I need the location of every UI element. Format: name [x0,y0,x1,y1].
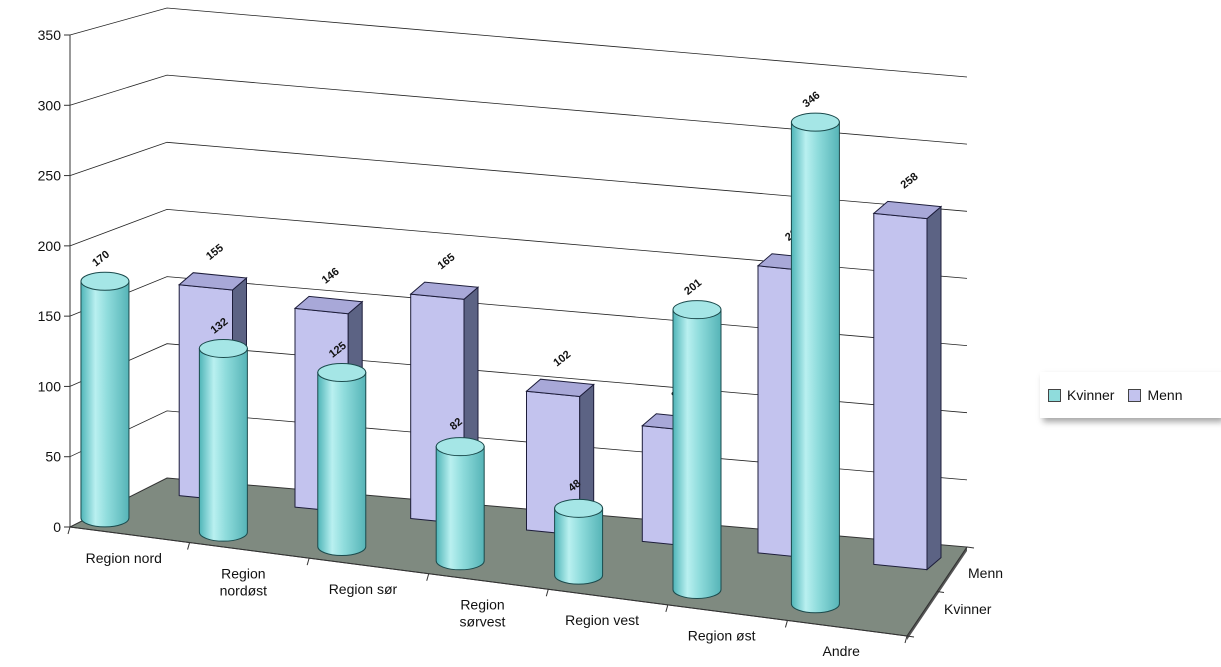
bars: 155146165102852112581701321258248201346 [80,89,943,614]
y-tick-label: 50 [45,449,61,465]
legend: Kvinner Menn [1040,372,1221,418]
bar-kvinner-top [554,498,604,518]
bar-menn-side [926,205,942,571]
bar-kvinner-body [672,309,722,599]
x-tick [784,620,788,628]
legend-label-kvinner: Kvinner [1067,387,1115,403]
bar-kvinner-body [198,347,248,542]
x-tick [904,635,908,644]
bar-kvinner [672,300,722,599]
depth-axis-labels: Menn Kvinner [906,546,1003,638]
x-category-label: Region [221,565,265,581]
y-tick-label: 150 [38,308,62,324]
bar-kvinner [790,112,840,614]
bar-menn-top [409,281,480,300]
bar-menn-front [873,212,928,571]
depth-tick [966,546,975,549]
legend-swatch-menn [1128,388,1142,402]
depth-tick [936,591,945,593]
y-axis: 0 50 100 150 200 250 300 350 [38,27,71,535]
y-tick-label: 250 [38,168,62,184]
bar-kvinner [80,271,130,528]
x-tick [67,526,71,535]
bar-kvinner-body [80,280,130,528]
bar-kvinner [317,363,367,556]
x-category-label: nordøst [220,582,268,598]
bar-menn [872,200,943,571]
bar-kvinner [435,437,485,571]
gridline [69,74,968,145]
bar-menn-top [293,295,364,315]
y-tick-label: 100 [38,378,62,394]
bar-kvinner-top [790,112,840,132]
bar-kvinner [198,338,248,542]
x-category-label: Region øst [688,628,756,644]
bar-kvinner-top [80,271,130,291]
bar-kvinner [554,498,604,585]
x-category-label: Region nord [86,550,162,566]
y-tick-label: 200 [38,238,62,254]
y-tick-label: 300 [38,97,62,113]
gridline [69,141,968,212]
bar-kvinner-body [790,121,840,614]
bar-kvinner-body [317,372,367,556]
bar-kvinner-top [317,363,367,383]
x-category-label: Region sør [329,581,398,597]
data-label-kvinner: 48 [566,477,583,494]
bar-kvinner-body [435,446,485,571]
floor-edge [907,547,967,640]
legend-item-kvinner: Kvinner [1048,387,1114,403]
x-category-label: Andre [823,643,861,659]
y-tick-label: 0 [53,519,61,535]
legend-swatch-kvinner [1048,388,1061,402]
depth-axis-label: Menn [968,565,1003,581]
x-category-label: Region vest [565,612,639,628]
bar-menn-top [525,378,595,398]
x-tick [306,558,310,566]
gridline [69,208,968,279]
data-label-kvinner: 82 [448,416,465,433]
legend-item-menn: Menn [1128,387,1183,403]
gridline [69,7,968,78]
bar-menn-top [177,272,248,291]
depth-axis-label: Kvinner [944,601,992,617]
y-tick-label: 350 [38,27,62,43]
x-tick [545,589,549,597]
bar-kvinner-body [554,507,604,585]
bar-kvinner-top [198,338,248,358]
legend-label-menn: Menn [1147,387,1183,403]
x-tick [426,573,430,581]
bar-kvinner-top [435,437,485,457]
x-category-label: sørvest [460,614,506,630]
bar-menn-top [872,200,943,220]
x-tick [187,542,191,550]
bar-menn [525,378,595,537]
depth-tick [906,635,915,638]
x-tick [665,604,669,612]
x-category-label: Region [460,597,504,613]
bar-kvinner-top [672,300,722,320]
x-axis-line [69,526,908,637]
